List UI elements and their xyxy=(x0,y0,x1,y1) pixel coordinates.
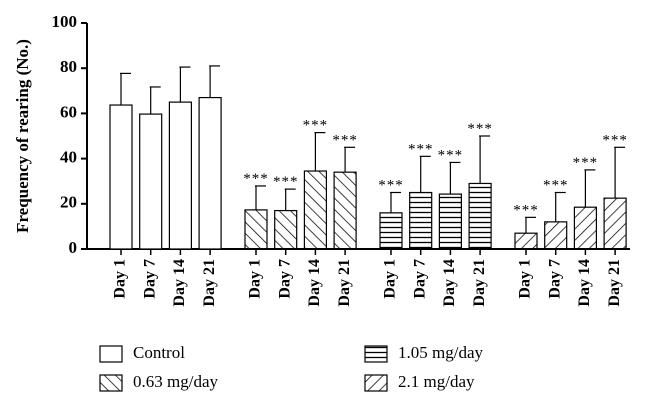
bar xyxy=(333,171,357,250)
bar xyxy=(514,232,538,250)
annotation: *** xyxy=(243,171,269,187)
y-tick-label: 20 xyxy=(60,193,77,212)
y-tick-label: 100 xyxy=(52,12,78,31)
x-tick-label: Day 21 xyxy=(606,259,623,307)
annotation: *** xyxy=(408,141,434,157)
legend-label: 2.1 mg/day xyxy=(398,372,475,391)
x-tick-label: Day 21 xyxy=(201,259,218,307)
x-tick-label: Day 1 xyxy=(247,259,264,299)
annotation: *** xyxy=(543,178,569,194)
annotation: *** xyxy=(378,178,404,194)
x-tick-label: Day 21 xyxy=(336,259,353,307)
bar xyxy=(409,191,433,250)
y-tick-label: 0 xyxy=(69,238,78,257)
annotation: *** xyxy=(467,121,493,137)
bar xyxy=(603,197,627,250)
y-axis-title: Frequency of rearing (No.) xyxy=(13,39,32,233)
annotation: *** xyxy=(332,132,358,148)
legend-swatch xyxy=(364,374,388,392)
legend-swatch xyxy=(99,374,123,392)
bar xyxy=(168,101,192,250)
bar xyxy=(379,212,403,250)
bar xyxy=(198,96,222,250)
legend-label: Control xyxy=(133,343,185,362)
x-tick-label: Day 21 xyxy=(471,259,488,307)
bar xyxy=(109,104,133,250)
x-tick-label: Day 14 xyxy=(306,259,323,307)
annotation: *** xyxy=(573,155,599,171)
legend-swatch xyxy=(364,345,388,363)
bar xyxy=(274,209,298,250)
bar xyxy=(244,209,268,250)
x-tick-label: Day 7 xyxy=(546,259,563,299)
bar xyxy=(544,221,568,250)
annotation: *** xyxy=(602,132,628,148)
x-tick-label: Day 7 xyxy=(276,259,293,299)
bar xyxy=(303,170,327,250)
bar xyxy=(573,206,598,250)
legend-label: 0.63 mg/day xyxy=(133,372,218,391)
legend-swatch xyxy=(99,345,123,363)
x-tick-label: Day 7 xyxy=(411,259,428,299)
annotation: *** xyxy=(273,174,299,190)
annotation: *** xyxy=(513,202,539,218)
bar xyxy=(468,182,492,250)
annotation: *** xyxy=(438,147,464,163)
x-tick-label: Day 1 xyxy=(517,259,534,299)
y-tick-label: 60 xyxy=(60,102,77,121)
bar xyxy=(139,113,163,250)
y-tick-label: 40 xyxy=(60,148,77,167)
bar xyxy=(438,193,462,250)
x-tick-label: Day 1 xyxy=(382,259,399,299)
y-tick-label: 80 xyxy=(60,57,77,76)
x-tick-label: Day 14 xyxy=(441,259,458,307)
x-tick-label: Day 14 xyxy=(576,259,593,307)
annotation: *** xyxy=(303,118,329,134)
x-tick-label: Day 14 xyxy=(171,259,188,307)
x-tick-label: Day 7 xyxy=(141,259,158,299)
x-tick-label: Day 1 xyxy=(112,259,129,299)
legend-label: 1.05 mg/day xyxy=(398,343,483,362)
